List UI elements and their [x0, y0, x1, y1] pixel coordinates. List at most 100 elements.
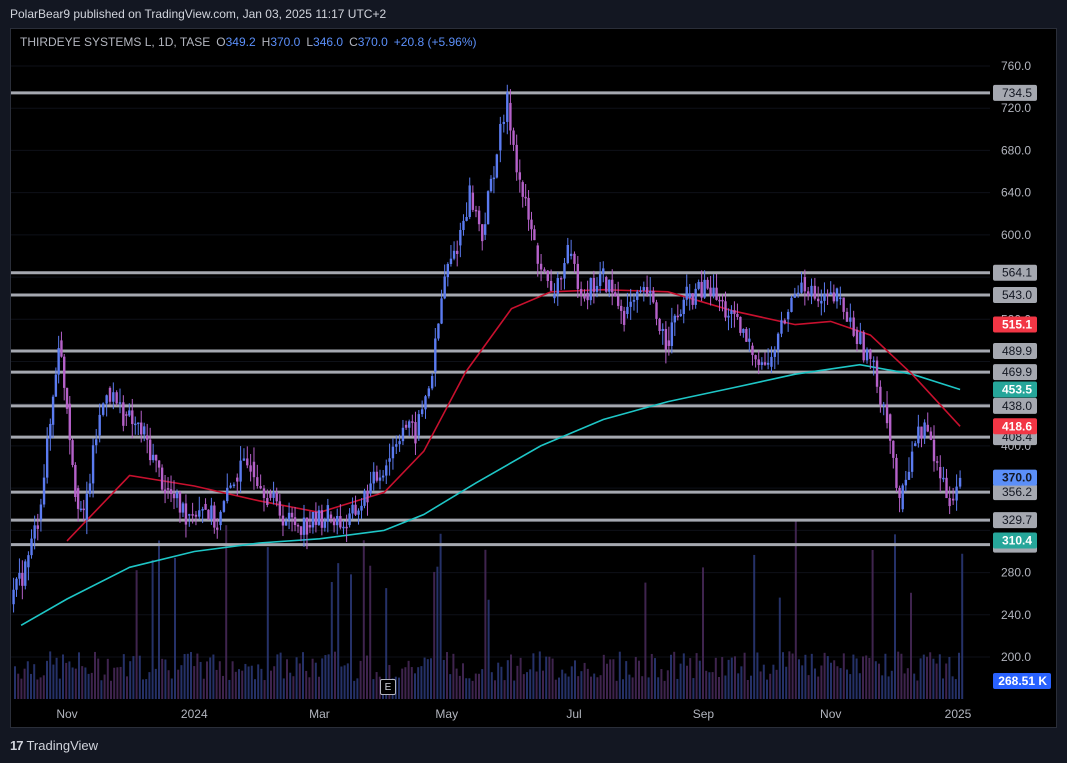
volume-bar	[369, 565, 372, 699]
candle-body	[262, 488, 266, 498]
candle-body	[443, 276, 446, 299]
volume-bar	[929, 652, 932, 699]
candle-body	[706, 279, 709, 289]
candle-body	[125, 414, 128, 416]
candle-body	[563, 263, 566, 279]
volume-bar	[190, 651, 192, 699]
candle-body	[823, 294, 826, 301]
candle-body	[68, 403, 71, 441]
candle-body	[629, 301, 632, 307]
volume-bar	[670, 654, 672, 699]
candle-body	[506, 92, 509, 122]
volume-bar	[154, 668, 157, 699]
volume-bar	[100, 680, 103, 699]
candle-body	[191, 514, 194, 516]
candle-body	[456, 250, 459, 254]
volume-bar	[753, 554, 756, 699]
price-tag-label: 370.0	[1002, 471, 1032, 485]
volume-bar	[375, 672, 378, 699]
volume-bar	[23, 668, 26, 699]
candle-body	[462, 220, 465, 230]
candle-body	[682, 299, 685, 315]
candle-body	[495, 154, 499, 178]
candle-body	[862, 332, 865, 361]
volume-bar	[794, 521, 797, 699]
x-tick-label: May	[435, 707, 458, 721]
volume-bar	[446, 652, 448, 699]
volume-bar	[218, 661, 221, 699]
candle-body	[721, 299, 724, 302]
volume-bar	[337, 563, 340, 699]
volume-bar	[401, 668, 404, 699]
candle-body	[305, 517, 309, 535]
volume-bar	[199, 661, 202, 699]
volume-bar	[286, 659, 288, 699]
volume-bar	[660, 669, 663, 699]
candle-body	[598, 273, 602, 286]
volume-bar	[801, 665, 804, 699]
candle-body	[502, 121, 506, 124]
brand-name: TradingView	[26, 737, 99, 753]
candle-body	[222, 501, 226, 512]
volume-bar	[113, 667, 116, 699]
candle-body	[401, 427, 405, 442]
candle-body	[118, 402, 122, 404]
candle-body	[60, 340, 63, 357]
volume-bar	[858, 673, 861, 699]
candle-body	[434, 338, 437, 373]
candle-body	[888, 414, 892, 441]
volume-bar	[260, 668, 263, 699]
candle-body	[739, 316, 742, 333]
volume-bar	[378, 676, 381, 699]
candle-body	[320, 510, 324, 528]
candle-body	[486, 191, 490, 225]
volume-bar	[362, 540, 365, 699]
volume-bar	[26, 661, 29, 699]
candle-body	[299, 526, 303, 535]
candle-body	[360, 505, 363, 511]
volume-bar	[30, 673, 32, 699]
volume-bar	[122, 654, 125, 699]
candle-body	[88, 483, 92, 494]
volume-bar	[36, 679, 39, 699]
candle-body	[137, 422, 140, 425]
volume-bar	[644, 582, 647, 699]
volume-bar	[497, 662, 500, 699]
candle-body	[345, 526, 348, 529]
candle-body	[219, 511, 222, 526]
volume-bar	[430, 658, 432, 699]
candle-body	[533, 229, 536, 241]
candle-body	[45, 438, 49, 478]
chart-frame[interactable]	[10, 28, 1057, 728]
candle-body	[101, 403, 105, 415]
volume-bar	[62, 654, 64, 699]
candle-body	[210, 505, 213, 520]
candle-body	[718, 299, 721, 302]
volume-bar	[231, 661, 234, 699]
candle-body	[751, 345, 754, 356]
candle-body	[160, 467, 164, 490]
level-tag	[993, 84, 1037, 101]
candle-body	[932, 439, 936, 462]
candle-body	[691, 293, 694, 305]
candle-body	[302, 517, 306, 535]
price-tag-label: 515.1	[1002, 317, 1032, 331]
candle-body	[281, 515, 285, 526]
volume-bar	[702, 567, 704, 699]
earnings-event-badge[interactable]: E	[380, 679, 396, 695]
candle-body	[252, 461, 256, 478]
candle-body	[939, 467, 942, 479]
volume-bar	[458, 675, 461, 699]
volume-bar	[551, 658, 554, 699]
volume-bar	[110, 680, 112, 699]
volume-bar	[522, 674, 525, 699]
candle-body	[411, 421, 414, 423]
candle-body	[619, 305, 623, 311]
volume-bar	[132, 656, 135, 699]
volume-bar	[833, 660, 836, 699]
volume-bar	[212, 654, 215, 699]
volume-bar	[948, 656, 951, 699]
volume-bar	[503, 680, 506, 699]
candle-body	[901, 485, 904, 510]
